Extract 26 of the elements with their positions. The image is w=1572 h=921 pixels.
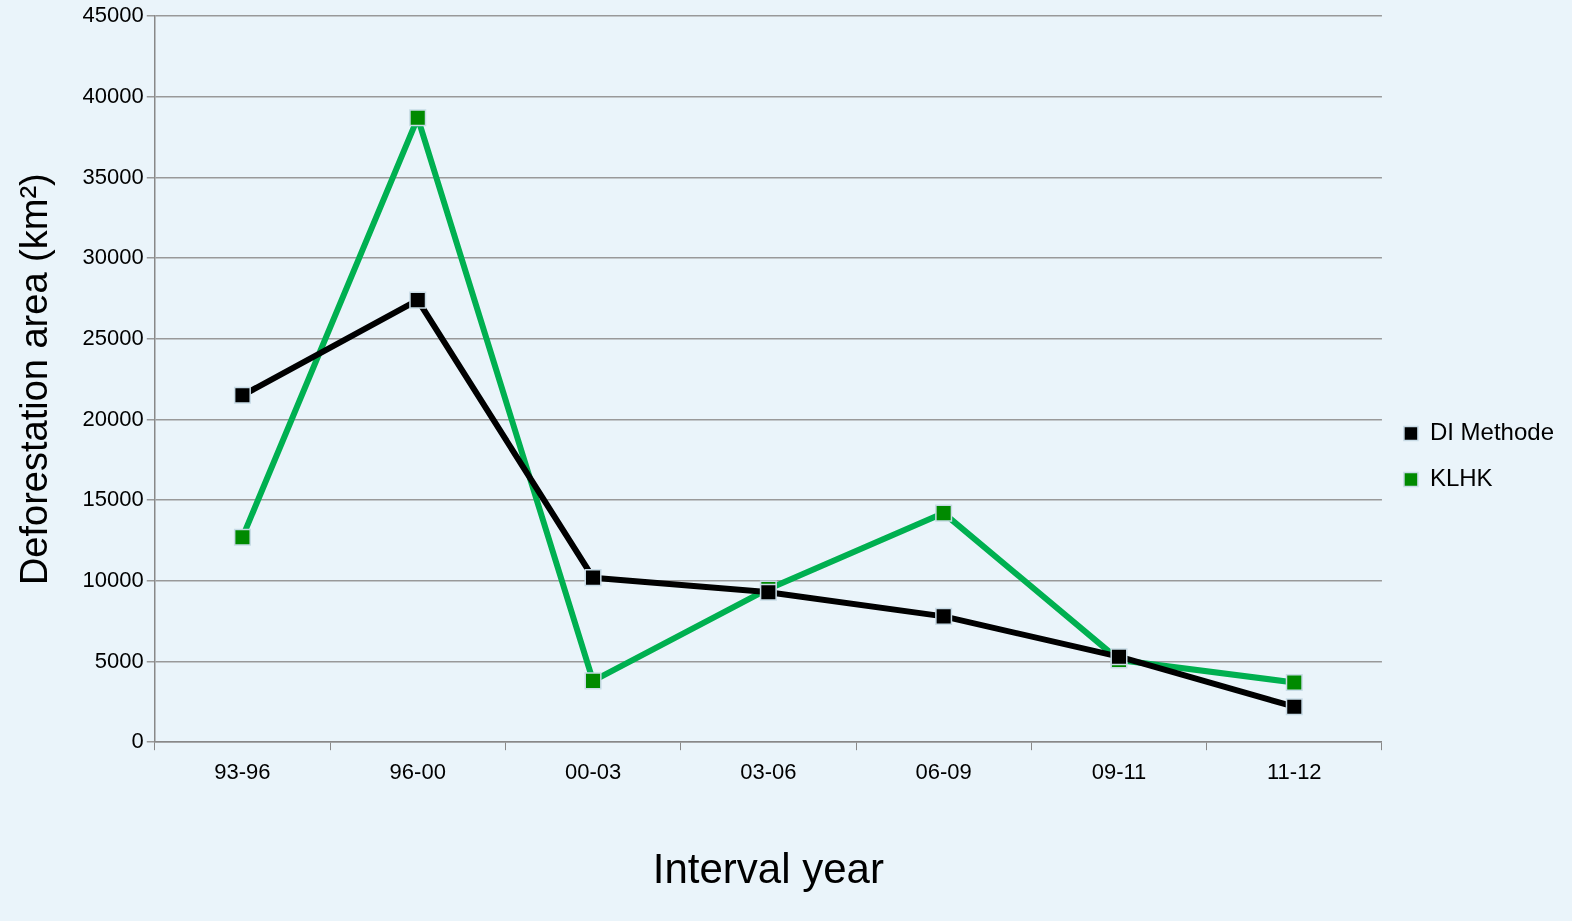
x-tick-label: 93-96 xyxy=(214,759,271,785)
point xyxy=(935,607,953,625)
x-tick-label: 11-12 xyxy=(1266,759,1322,785)
y-tick-label: 40000 xyxy=(82,82,144,108)
y-tick-label: 5000 xyxy=(94,647,144,673)
y-tick-label: 20000 xyxy=(82,405,144,431)
point xyxy=(1285,698,1303,716)
x-tick-label: 09-11 xyxy=(1091,759,1147,785)
x-tick-label: 06-09 xyxy=(915,759,972,785)
y-tick-label: 0 xyxy=(131,728,144,754)
y-tick-label: 35000 xyxy=(82,163,144,189)
legend-label: DI Methode xyxy=(1429,418,1555,446)
y-tick-label: 30000 xyxy=(82,244,144,270)
x-tick-label: 96-00 xyxy=(389,759,446,785)
point xyxy=(584,569,602,587)
y-tick-label: 15000 xyxy=(82,486,144,512)
point xyxy=(233,386,251,404)
y-tick-label: 25000 xyxy=(82,324,144,350)
legend-label: KLHK xyxy=(1429,464,1493,492)
x-tick-label: 00-03 xyxy=(564,759,622,785)
point xyxy=(409,291,427,309)
y-axis-title: Deforestation area (km²) xyxy=(13,173,56,586)
x-axis-title: Interval year xyxy=(652,845,884,893)
y-tick-label: 10000 xyxy=(82,566,144,592)
x-tick-label: 03-06 xyxy=(740,759,797,785)
y-tick-label: 45000 xyxy=(82,2,144,28)
